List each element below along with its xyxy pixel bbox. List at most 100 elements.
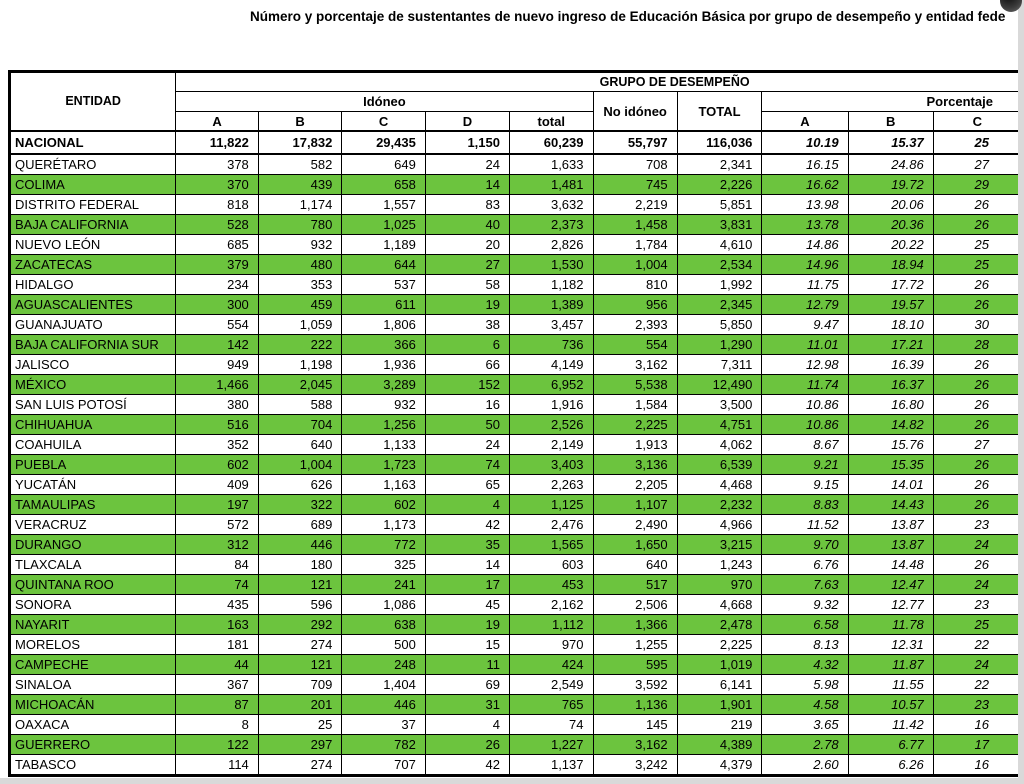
cell-idoneo-a: 572 [175,514,259,535]
cell-idoneo-d: 40 [424,214,511,235]
cell-idoneo-d: 58 [424,274,511,295]
cell-idoneo-c: 1,173 [341,514,426,535]
cell-pct-c: 26 [932,394,1024,415]
cell-entity: QUINTANA ROO [8,574,177,595]
cell-idoneo-total: 1,182 [509,274,594,295]
national-row: NACIONAL 11,822 17,832 29,435 1,150 60,2… [8,130,1024,155]
cell-idoneo-b: 1,174 [257,194,343,215]
cell-idoneo-a: 11,822 [175,130,259,155]
cell-idoneo-c: 1,936 [341,354,426,375]
cell-idoneo-total: 1,137 [509,754,594,776]
cell-idoneo-total: 74 [509,714,594,735]
cell-idoneo-b: 180 [257,554,343,575]
cell-idoneo-c: 1,404 [341,674,426,695]
table-row: DURANGO 312 446 772 35 1,565 1,650 3,215… [8,534,1024,555]
cell-pct-b: 13.87 [847,534,934,555]
table-row: DISTRITO FEDERAL 818 1,174 1,557 83 3,63… [8,194,1024,215]
cell-idoneo-d: 14 [424,554,511,575]
cell-gran-total: 2,225 [676,634,763,655]
cell-idoneo-d: 16 [424,394,511,415]
cell-idoneo-total: 970 [509,634,594,655]
cell-pct-b: 15.37 [847,130,934,155]
cell-idoneo-b: 588 [257,394,343,415]
cell-no-idoneo: 2,225 [592,414,678,435]
cell-pct-c: 22 [932,674,1024,695]
cell-pct-c: 30 [932,314,1024,335]
cell-idoneo-a: 528 [175,214,259,235]
cell-pct-c: 23 [932,594,1024,615]
cell-pct-c: 27 [932,153,1024,175]
cell-gran-total: 4,610 [676,234,763,255]
cell-idoneo-d: 4 [424,714,511,735]
cell-pct-c: 26 [932,374,1024,395]
table-row: TLAXCALA 84 180 325 14 603 640 1,243 6.7… [8,554,1024,575]
cell-idoneo-c: 707 [341,754,426,776]
cell-entity: SONORA [8,594,177,615]
cell-no-idoneo: 1,650 [592,534,678,555]
cell-idoneo-a: 74 [175,574,259,595]
cell-idoneo-c: 1,723 [341,454,426,475]
cell-pct-a: 5.98 [761,674,849,695]
cell-pct-c: 22 [932,634,1024,655]
cell-entity: TLAXCALA [8,554,177,575]
cell-idoneo-b: 322 [257,494,343,515]
cell-idoneo-c: 1,557 [341,194,426,215]
cell-no-idoneo: 1,458 [592,214,678,235]
cell-gran-total: 7,311 [676,354,763,375]
cell-gran-total: 2,478 [676,614,763,635]
cell-no-idoneo: 5,538 [592,374,678,395]
cell-pct-b: 12.77 [847,594,934,615]
cell-pct-c: 23 [932,514,1024,535]
cell-gran-total: 1,901 [676,694,763,715]
cell-gran-total: 4,389 [676,734,763,755]
cell-pct-b: 6.77 [847,734,934,755]
cell-entity: YUCATÁN [8,474,177,495]
cell-pct-b: 12.47 [847,574,934,595]
cell-idoneo-d: 45 [424,594,511,615]
cell-idoneo-total: 2,263 [509,474,594,495]
cell-idoneo-total: 424 [509,654,594,675]
cell-pct-a: 4.58 [761,694,849,715]
cell-idoneo-d: 4 [424,494,511,515]
cell-idoneo-c: 3,289 [341,374,426,395]
table-row: MICHOACÁN 87 201 446 31 765 1,136 1,901 … [8,694,1024,715]
header-col-c: C [341,111,426,132]
cell-idoneo-d: 31 [424,694,511,715]
cell-gran-total: 2,226 [676,174,763,195]
cell-pct-a: 12.79 [761,294,849,315]
cell-pct-a: 6.76 [761,554,849,575]
cell-idoneo-c: 37 [341,714,426,735]
cell-pct-a: 12.98 [761,354,849,375]
cell-idoneo-d: 74 [424,454,511,475]
table-row: BAJA CALIFORNIA 528 780 1,025 40 2,373 1… [8,214,1024,235]
cell-pct-a: 9.47 [761,314,849,335]
table-row: HIDALGO 234 353 537 58 1,182 810 1,992 1… [8,274,1024,295]
cell-pct-c: 24 [932,534,1024,555]
cell-pct-c: 27 [932,434,1024,455]
cell-entity: GUANAJUATO [8,314,177,335]
cell-idoneo-b: 446 [257,534,343,555]
cell-pct-a: 2.60 [761,754,849,776]
cell-no-idoneo: 708 [592,153,678,175]
cell-pct-a: 9.15 [761,474,849,495]
cell-idoneo-b: 689 [257,514,343,535]
cell-idoneo-b: 780 [257,214,343,235]
cell-idoneo-d: 42 [424,514,511,535]
page-edge-strip-bottom [0,778,1024,784]
cell-entity: MÉXICO [8,374,177,395]
table-row: GUERRERO 122 297 782 26 1,227 3,162 4,38… [8,734,1024,755]
cell-gran-total: 12,490 [676,374,763,395]
cell-gran-total: 4,966 [676,514,763,535]
cell-entity: SINALOA [8,674,177,695]
cell-idoneo-a: 1,466 [175,374,259,395]
cell-pct-a: 14.96 [761,254,849,275]
cell-idoneo-d: 24 [424,153,511,175]
floating-button[interactable] [1000,0,1022,12]
cell-idoneo-c: 638 [341,614,426,635]
cell-pct-b: 11.42 [847,714,934,735]
cell-pct-a: 9.21 [761,454,849,475]
cell-idoneo-b: 480 [257,254,343,275]
cell-idoneo-a: 554 [175,314,259,335]
table-row: NAYARIT 163 292 638 19 1,112 1,366 2,478… [8,614,1024,635]
